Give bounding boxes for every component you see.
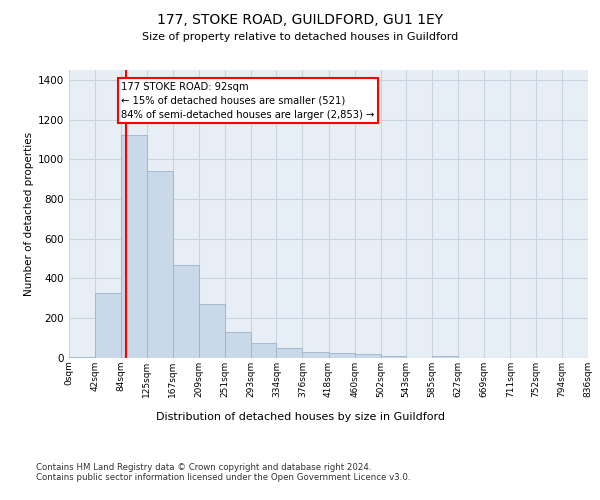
Text: Size of property relative to detached houses in Guildford: Size of property relative to detached ho… — [142, 32, 458, 42]
Bar — [380, 356, 406, 358]
Bar — [329, 352, 355, 358]
Bar — [432, 356, 458, 358]
Bar — [199, 304, 225, 358]
Bar — [355, 354, 380, 358]
Text: Contains HM Land Registry data © Crown copyright and database right 2024.
Contai: Contains HM Land Registry data © Crown c… — [36, 462, 410, 482]
Bar — [225, 332, 251, 357]
Bar — [95, 293, 121, 358]
Bar — [302, 352, 329, 358]
Y-axis label: Number of detached properties: Number of detached properties — [24, 132, 34, 296]
Bar — [251, 342, 277, 357]
Bar — [277, 348, 302, 358]
Text: 177 STOKE ROAD: 92sqm
← 15% of detached houses are smaller (521)
84% of semi-det: 177 STOKE ROAD: 92sqm ← 15% of detached … — [121, 82, 374, 120]
Bar — [121, 136, 146, 358]
Bar — [146, 171, 173, 358]
Text: Distribution of detached houses by size in Guildford: Distribution of detached houses by size … — [155, 412, 445, 422]
Text: 177, STOKE ROAD, GUILDFORD, GU1 1EY: 177, STOKE ROAD, GUILDFORD, GU1 1EY — [157, 12, 443, 26]
Bar — [69, 356, 95, 358]
Bar — [173, 266, 199, 358]
